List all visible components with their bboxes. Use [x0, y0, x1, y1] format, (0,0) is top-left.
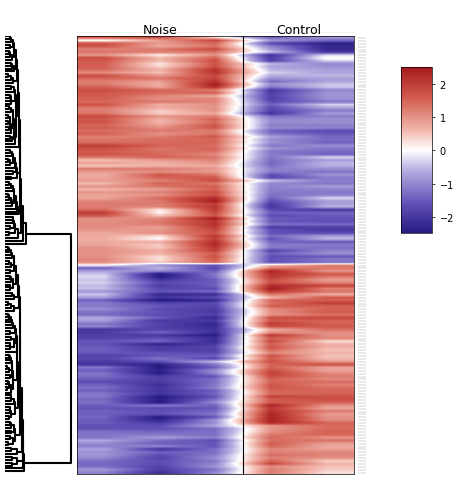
Text: Control: Control — [276, 24, 321, 37]
Text: Noise: Noise — [143, 24, 178, 37]
